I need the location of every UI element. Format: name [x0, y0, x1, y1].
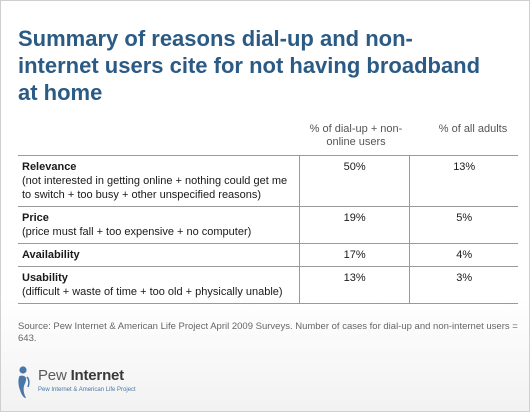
- pew-internet-logo: Pew Internet Pew Internet & American Lif…: [16, 365, 186, 401]
- logo-word-internet: Internet: [70, 367, 125, 384]
- table-row: Price (price must fall + too expensive +…: [18, 206, 518, 244]
- value-dialup: 17%: [298, 243, 411, 267]
- table-row: Availability 17% 4%: [18, 243, 518, 267]
- column-header-all-adults: % of all adults: [438, 123, 508, 135]
- row-label-cell: Relevance (not interested in getting onl…: [18, 155, 300, 207]
- row-description: (not interested in getting online + noth…: [22, 175, 288, 201]
- value-dialup: 50%: [298, 155, 411, 207]
- reasons-table: Relevance (not interested in getting onl…: [18, 155, 518, 304]
- row-description: (price must fall + too expensive + no co…: [22, 226, 252, 238]
- person-silhouette-icon: [18, 366, 30, 398]
- column-header-dialup: % of dial-up + non-online users: [309, 123, 403, 148]
- value-dialup: 13%: [298, 266, 411, 304]
- row-label-cell: Availability: [18, 243, 300, 267]
- value-all-adults: 3%: [409, 266, 518, 304]
- row-label-cell: Usability (difficult + waste of time + t…: [18, 266, 300, 304]
- row-description: (difficult + waste of time + too old + p…: [22, 286, 283, 298]
- row-title: Usability: [22, 272, 68, 284]
- row-label-cell: Price (price must fall + too expensive +…: [18, 206, 300, 244]
- logo-wordmark: Pew Internet: [38, 367, 124, 385]
- row-title: Price: [22, 212, 49, 224]
- row-title: Availability: [22, 249, 80, 261]
- table-row: Relevance (not interested in getting onl…: [18, 155, 518, 207]
- logo-word-pew: Pew: [38, 367, 67, 384]
- page-title: Summary of reasons dial-up and non-inter…: [18, 26, 481, 105]
- table-row: Usability (difficult + waste of time + t…: [18, 266, 518, 304]
- row-title: Relevance: [22, 161, 77, 173]
- value-all-adults: 4%: [409, 243, 518, 267]
- value-dialup: 19%: [298, 206, 411, 244]
- source-note: Source: Pew Internet & American Life Pro…: [18, 321, 518, 344]
- logo-tagline: Pew Internet & American Life Project: [38, 387, 136, 393]
- value-all-adults: 13%: [409, 155, 518, 207]
- value-all-adults: 5%: [409, 206, 518, 244]
